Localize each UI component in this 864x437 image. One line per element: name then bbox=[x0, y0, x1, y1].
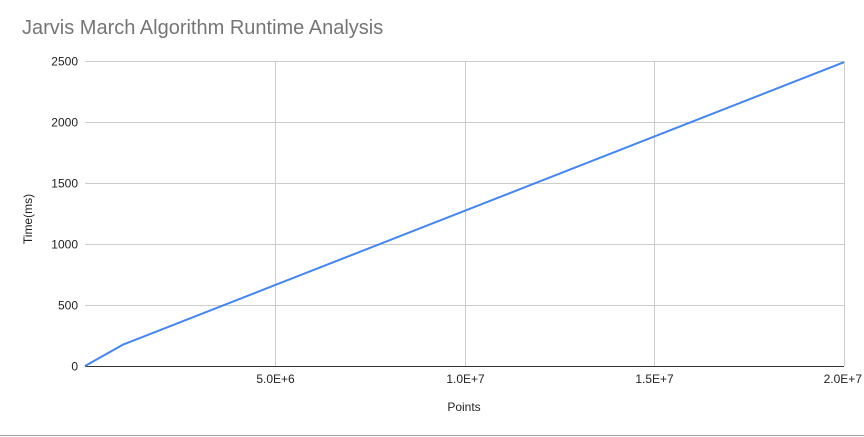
x-tick-label: 2.0E+7 bbox=[824, 372, 863, 386]
grid-lines bbox=[85, 61, 845, 367]
y-tick-label: 1500 bbox=[51, 177, 78, 191]
x-tick-label: 1.5E+7 bbox=[635, 372, 674, 386]
x-axis-title: Points bbox=[447, 400, 480, 414]
series-layer bbox=[84, 61, 845, 367]
series-line bbox=[84, 61, 845, 367]
y-tick-label: 1000 bbox=[51, 238, 78, 252]
y-tick-label: 0 bbox=[71, 360, 78, 374]
y-tick-label: 2000 bbox=[51, 116, 78, 130]
x-tick-label: 5.0E+6 bbox=[256, 372, 295, 386]
y-tick-label: 500 bbox=[58, 299, 78, 313]
tick-labels: 0 500 1000 1500 2000 2500 5.0E+6 1.0E+7 1.5E+7 2.… bbox=[51, 55, 862, 387]
bottom-border bbox=[0, 435, 864, 436]
chart-title: Jarvis March Algorithm Runtime Analysis bbox=[22, 17, 384, 39]
y-axis-title: Time(ms) bbox=[21, 194, 35, 244]
y-tick-label: 2500 bbox=[51, 55, 78, 69]
x-tick-label: 1.0E+7 bbox=[446, 372, 485, 386]
